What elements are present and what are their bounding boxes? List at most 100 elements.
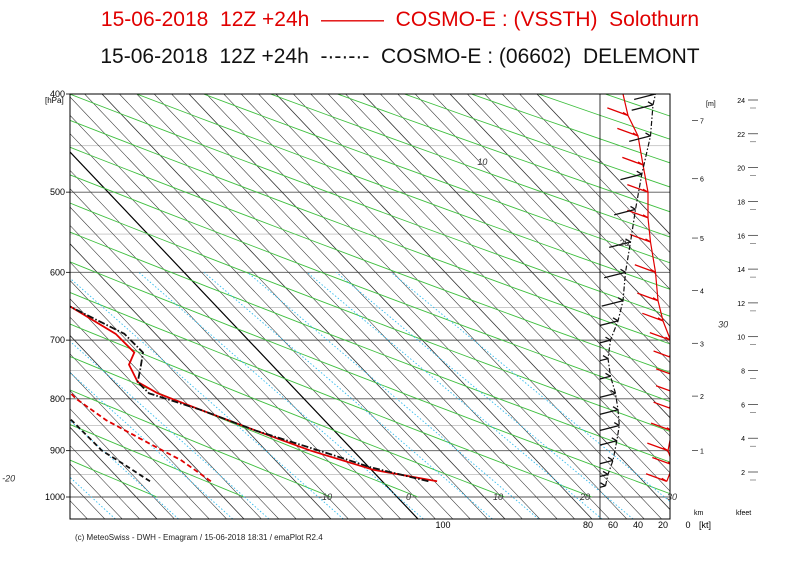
wind-barb-head (613, 421, 620, 427)
wind-barb (631, 104, 654, 111)
wind-barb (617, 127, 639, 137)
wind-barb-head (672, 390, 677, 393)
wind-barb (600, 440, 617, 446)
wind-barb (607, 107, 629, 117)
pressure-tick-label: 900 (50, 446, 65, 456)
dry-adiabat-line (70, 146, 670, 373)
height-tick-label: 4 (700, 288, 704, 295)
wind-barb-head (602, 355, 609, 360)
kfeet-tick-label: 10 (737, 335, 745, 342)
wind-barb-head (662, 447, 669, 452)
wind-barb-head (630, 205, 636, 210)
dry-adiabat-line (70, 174, 670, 402)
isotherm-line (223, 94, 627, 519)
temperature-label: 10 (493, 492, 503, 502)
mixing-ratio-line (70, 476, 116, 519)
isotherm-line (70, 96, 471, 519)
wind-barb-head (612, 317, 619, 322)
isotherm-line (70, 151, 419, 519)
wind-barb (634, 264, 656, 273)
mixing-ratio-line (203, 271, 493, 519)
dry-adiabat-line (70, 231, 670, 463)
isotherm-line (0, 94, 18, 519)
isotherm-line (415, 94, 670, 364)
height-tick-label: 5 (700, 236, 704, 243)
mixing-ratio-line (247, 271, 539, 519)
dry-adiabat-line (70, 202, 670, 432)
isotherm-line (70, 316, 262, 519)
wind-barb (627, 209, 649, 219)
wind-barb (609, 241, 631, 249)
isotherm-line (70, 353, 227, 519)
wind-barb-head (647, 101, 654, 106)
isotherm-line (70, 426, 158, 519)
wind-speed-tick-label: 20 (658, 520, 668, 530)
isotherm-line (293, 94, 670, 492)
kfeet-tick-label: 2 (741, 470, 745, 477)
pressure-tick-label: 1000 (45, 492, 65, 502)
isotherm-line (101, 94, 506, 519)
plot-frame (69, 93, 671, 520)
height-tick-label: 1 (700, 449, 704, 456)
km-label: km (694, 510, 704, 517)
dry-adiabat-line (203, 94, 670, 264)
wind-speed-tick-label: 40 (633, 520, 643, 530)
isotherm-line (70, 114, 453, 519)
wind-barb-head (666, 427, 670, 431)
isotherm-line (519, 94, 670, 254)
wind-barb (655, 385, 670, 392)
isotherm-line (70, 445, 140, 519)
wind-barb (600, 459, 614, 465)
isotherm-line (70, 243, 332, 519)
pressure-tick-label: 400 (50, 89, 65, 99)
wind-barb-head (636, 170, 643, 175)
kfeet-tick-label: 8 (741, 369, 745, 376)
wind-barb (637, 292, 659, 302)
dewpoint-line-solothurn (70, 391, 212, 483)
mixing-ratio-line (306, 271, 603, 519)
isotherm-line (70, 133, 436, 519)
wind-barb-head (637, 161, 644, 166)
wind-barb (621, 94, 623, 95)
wind-barb-head (605, 336, 611, 341)
temperature-label: 20 (579, 492, 590, 502)
footer-credit: (c) MeteoSwiss - DWH - Emagram / 15-06-2… (75, 533, 323, 542)
wind-barb (642, 312, 664, 322)
isotherm-line (70, 334, 245, 519)
height-tick-label: 6 (700, 177, 704, 184)
isotherm-line (432, 94, 670, 345)
wind-unit-label: [kt] (699, 520, 711, 530)
dry-adiabat-line (136, 94, 670, 290)
wind-barb-head (672, 373, 677, 376)
wind-barb (600, 375, 611, 380)
isotherm-line (449, 94, 670, 327)
wind-barb (600, 339, 611, 344)
wind-barb-head (622, 111, 629, 117)
isotherm-line (70, 408, 175, 519)
kfeet-tick-label: 22 (737, 132, 745, 139)
pressure-unit-label: [hPa] (45, 96, 64, 105)
wind-barb (622, 156, 644, 166)
isotherm-line (70, 390, 192, 519)
wind-barb (600, 424, 620, 432)
wind-barb-head (642, 188, 649, 193)
height-tick-label: 2 (700, 394, 704, 401)
dry-adiabat-line (70, 389, 332, 498)
dewpoint-line-delemont (70, 418, 151, 483)
isotherm-line (310, 94, 670, 474)
wind-speed-tick-label: 0 (685, 520, 690, 530)
wind-speed-tick-label: 100 (435, 520, 450, 530)
temperature-label: 0 (406, 492, 411, 502)
kfeet-tick-label: 14 (737, 267, 745, 274)
isotherm-line (136, 94, 540, 519)
wind-barb (649, 331, 670, 341)
wind-barb (655, 368, 670, 375)
isotherm-line (536, 94, 670, 235)
wind-barb (600, 485, 606, 488)
wind-barb-head (642, 214, 649, 219)
dry-adiabat-line (337, 94, 670, 213)
mixing-ratio-label: 10 (477, 157, 487, 167)
dry-adiabat-line (70, 292, 593, 498)
wind-barb (614, 208, 636, 216)
